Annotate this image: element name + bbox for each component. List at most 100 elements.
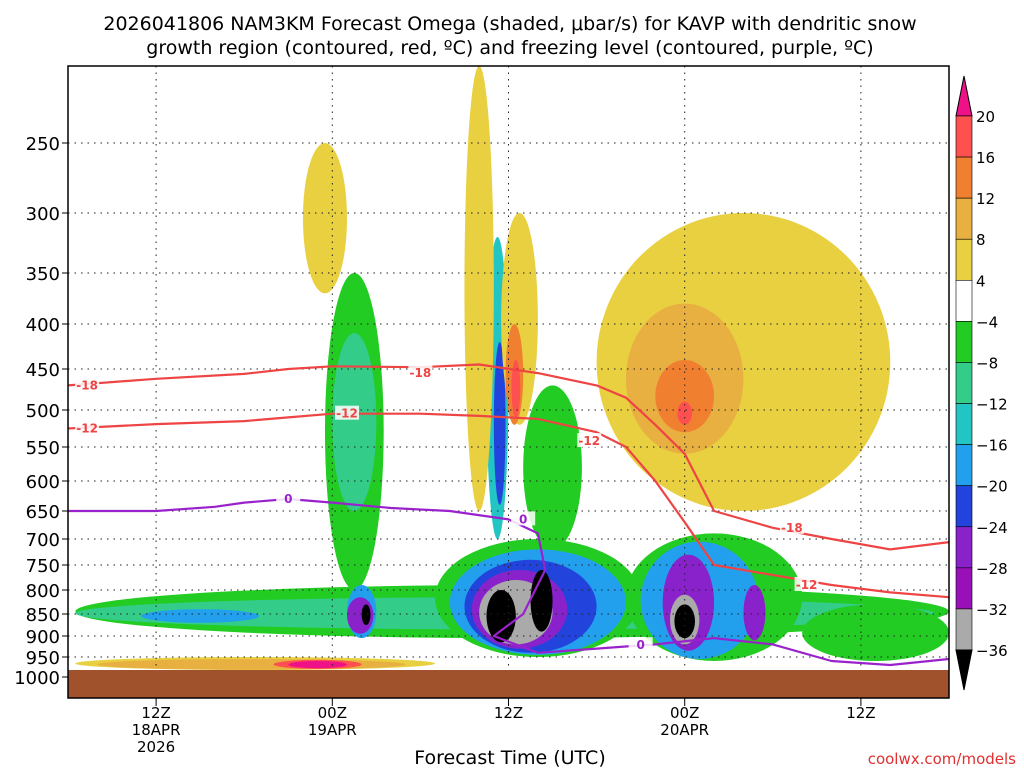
colorbar-label-5: −4 (976, 313, 998, 331)
colorbar-swatch-8 (955, 444, 973, 486)
plot-area: -18 -18 -18 -12 -12 -12 -12 0 0 0 (67, 65, 950, 699)
y-tick-label-650: 650 (26, 502, 60, 523)
contour-label-bg-3 (75, 420, 100, 435)
y-tick-label-850: 850 (26, 605, 60, 626)
x-tick-label-42: 00Z (670, 704, 699, 722)
x-tick-date-6: 18APR (132, 721, 181, 739)
omega-region-25 (302, 143, 347, 294)
contour-label-3: -12 (76, 422, 98, 436)
omega-region-13 (486, 590, 516, 643)
colorbar-bottom-arrow (955, 649, 973, 691)
colorbar-label-10: −24 (976, 519, 1008, 537)
y-tick-label-500: 500 (26, 401, 60, 422)
colorbar-label-7: −12 (976, 396, 1008, 414)
contour-label-bg-1 (408, 365, 433, 380)
contour-label-0: -18 (76, 378, 98, 392)
contour-label-7: 0 (284, 492, 292, 506)
contour-label-bg-9 (628, 637, 653, 652)
y-tick-label-250: 250 (26, 134, 60, 155)
chart-title-line1: 2026041806 NAM3KM Forecast Omega (shaded… (103, 13, 916, 35)
y-tick-label-300: 300 (26, 204, 60, 225)
y-tick-label-800: 800 (26, 581, 60, 602)
omega-region-22 (674, 604, 695, 639)
y-tick-label-550: 550 (26, 438, 60, 459)
contour-label-1: -18 (410, 366, 432, 380)
colorbar-top-arrow (955, 75, 973, 117)
chart-title-line2: growth region (contoured, red, ºC) and f… (146, 37, 873, 59)
colorbar-label-12: −32 (976, 601, 1008, 619)
y-tick-label-400: 400 (26, 315, 60, 336)
contour-label-bg-8 (511, 511, 536, 526)
y-tick-label-700: 700 (26, 530, 60, 551)
contour-label-4: -12 (336, 407, 358, 421)
omega-region-24 (802, 604, 949, 661)
colorbar-swatch-10 (955, 526, 973, 569)
colorbar-label-8: −16 (976, 437, 1008, 455)
contour-label-bg-2 (779, 519, 804, 534)
omega-region-32 (655, 360, 715, 433)
contour-label-2: -18 (781, 521, 803, 535)
colorbar-label-3: 8 (976, 231, 986, 249)
y-tick-label-350: 350 (26, 264, 60, 285)
omega-region-7 (361, 604, 371, 625)
contour-label-8: 0 (519, 512, 527, 526)
y-tick-label-1000: 1000 (14, 668, 60, 689)
omega-region-37 (288, 661, 347, 669)
colorbar-swatch-5 (955, 321, 973, 363)
omega-region-16 (493, 342, 506, 505)
contour-label-9: 0 (636, 638, 644, 652)
omega-region-29 (511, 360, 521, 418)
ground-surface (68, 670, 949, 698)
colorbar-swatch-12 (955, 608, 973, 651)
contours: -18 -18 -18 -12 -12 -12 -12 0 0 0 (67, 363, 950, 667)
colorbar-swatch-9 (955, 485, 973, 528)
colorbar-swatch-0 (955, 115, 973, 158)
omega-shading (75, 66, 949, 670)
omega-region-26 (464, 66, 494, 511)
x-tick-date-42: 20APR (660, 721, 709, 739)
omega-region-23 (743, 585, 766, 641)
x-tick-year-6: 2026 (137, 738, 175, 756)
y-tick-label-950: 950 (26, 648, 60, 669)
x-tick-label-30: 12Z (494, 704, 523, 722)
contour-label-bg-5 (577, 433, 602, 448)
colorbar-label-6: −8 (976, 354, 998, 372)
colorbar-label-0: 20 (976, 108, 995, 126)
colorbar-label-2: 12 (976, 190, 995, 208)
y-tick-label-900: 900 (26, 627, 60, 648)
contour-label-bg-0 (75, 377, 100, 392)
colorbar-swatch-11 (955, 567, 973, 610)
colorbar-label-9: −20 (976, 478, 1008, 496)
contour-line-2 (68, 497, 950, 667)
colorbar-swatch-3 (955, 238, 973, 281)
contour-label-bg-4 (334, 405, 359, 420)
colorbar-swatch-2 (955, 197, 973, 240)
colorbar: 20 16 12 8 4 −4 −8 −12 −16 −20 −24 −28 −32 −36 (955, 75, 1008, 691)
omega-region-2 (141, 609, 259, 623)
x-tick-label-6: 12Z (141, 704, 170, 722)
x-tick-date-18: 19APR (308, 721, 357, 739)
omega-region-33 (677, 401, 693, 425)
colorbar-swatch-1 (955, 156, 973, 199)
omega-region-4 (332, 333, 377, 511)
contour-label-5: -12 (578, 434, 600, 448)
colorbar-label-13: −36 (976, 642, 1008, 660)
x-tick-label-54: 12Z (846, 704, 875, 722)
y-tick-label-600: 600 (26, 472, 60, 493)
x-axis-label: Forecast Time (UTC) (414, 747, 605, 768)
colorbar-swatch-7 (955, 403, 973, 445)
credit-text: coolwx.com/models (868, 750, 1016, 768)
colorbar-label-4: 4 (976, 272, 986, 290)
x-tick-label-18: 00Z (318, 704, 347, 722)
y-axis: 2503003504004505005506006507007508008509… (14, 134, 68, 689)
colorbar-label-11: −28 (976, 560, 1008, 578)
contour-label-bg-6 (794, 577, 819, 591)
contour-label-6: -12 (796, 578, 818, 592)
y-tick-label-450: 450 (26, 360, 60, 381)
colorbar-swatch-4 (955, 280, 973, 322)
colorbar-label-1: 16 (976, 149, 995, 167)
contour-line-1 (67, 412, 950, 599)
y-tick-label-750: 750 (26, 556, 60, 577)
